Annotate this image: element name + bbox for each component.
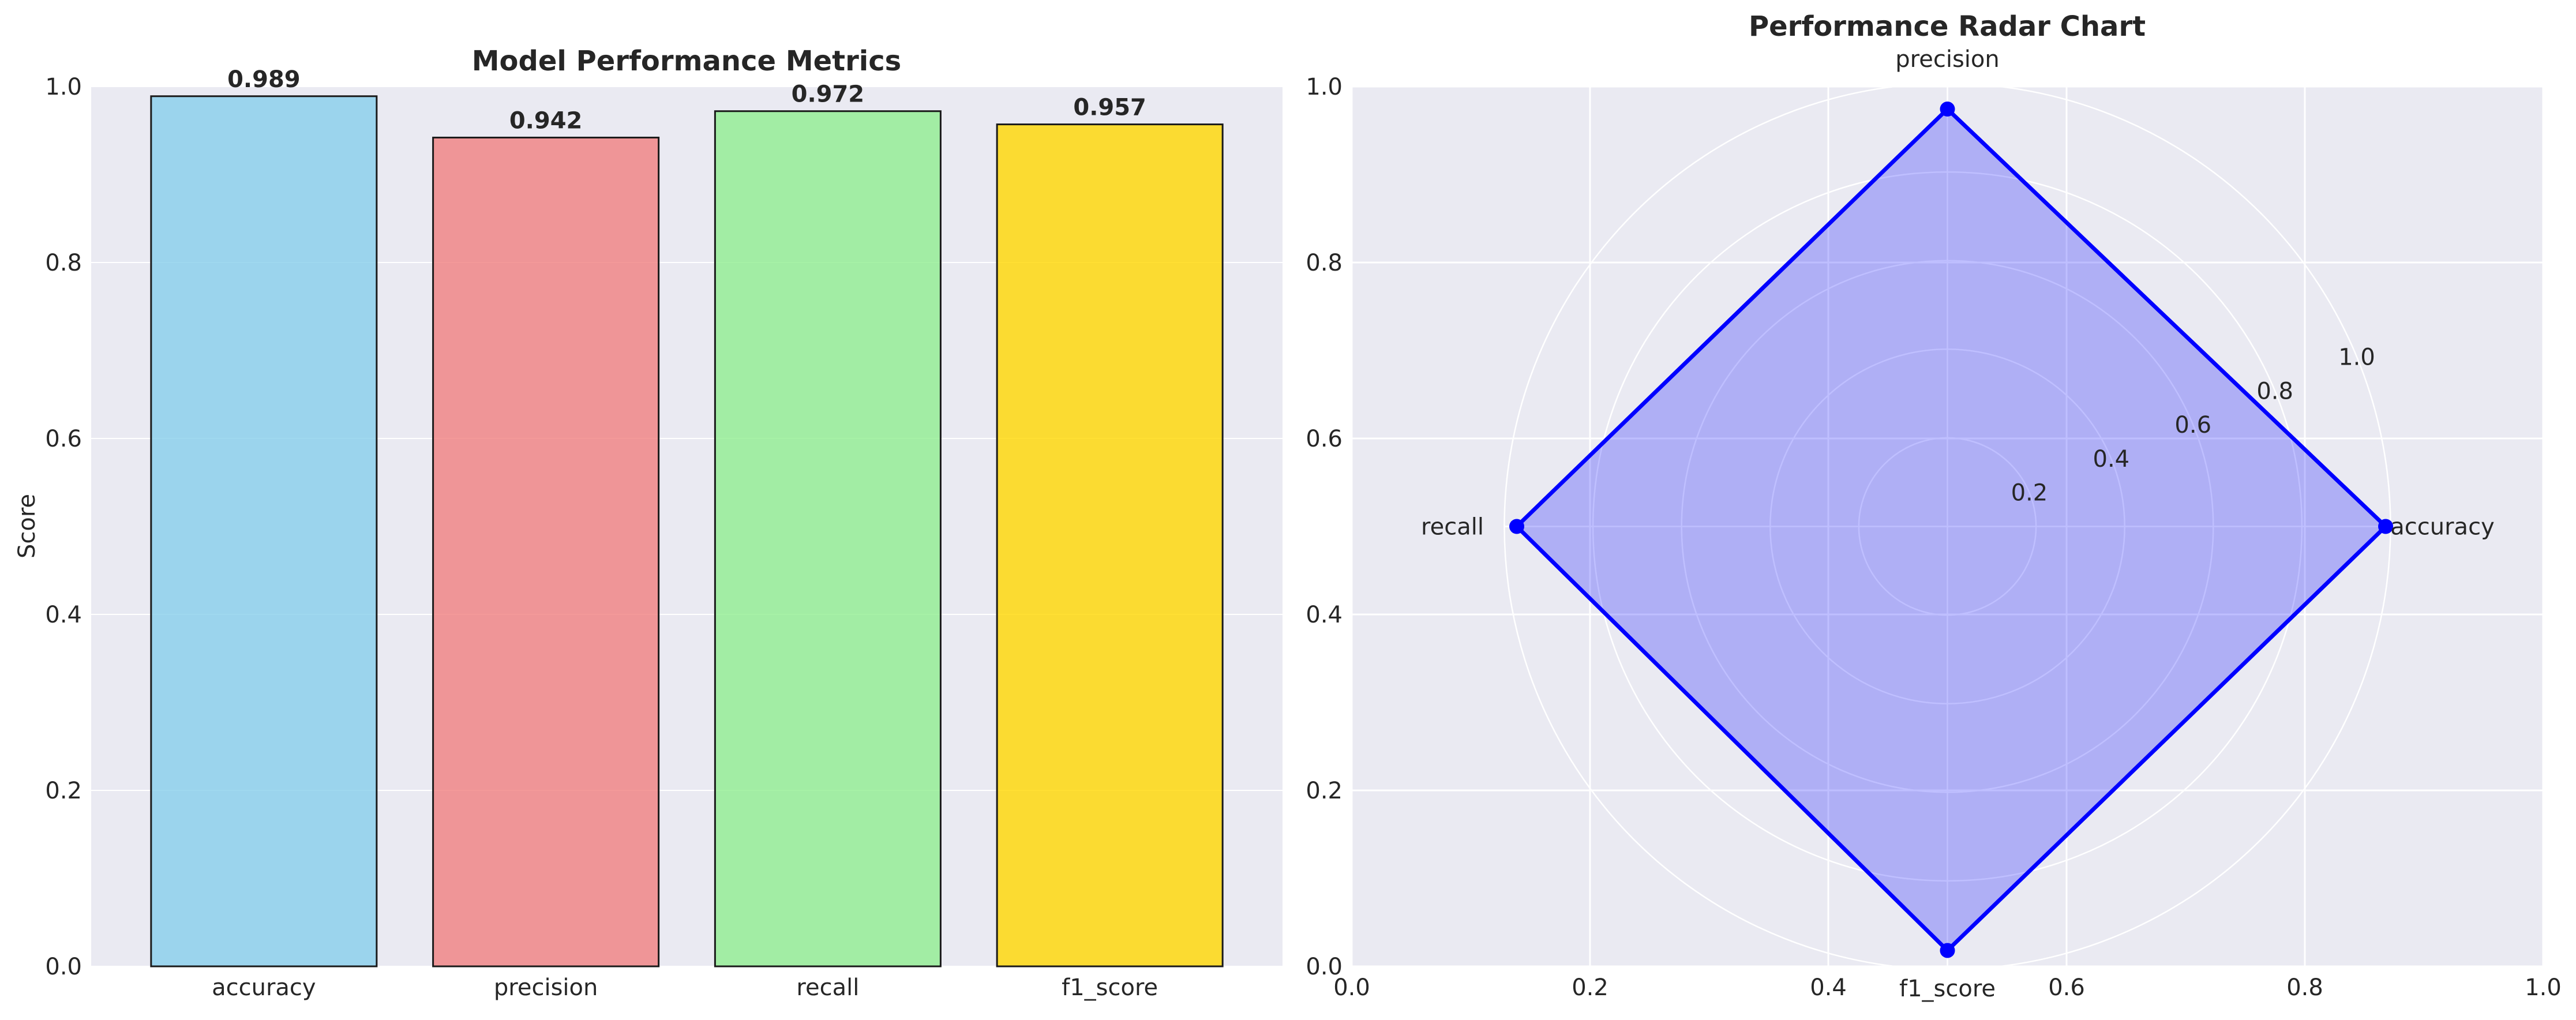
bar-ytick-label: 0.0 [45,954,82,980]
radar-radial-tick-label: 0.8 [2256,378,2293,404]
bar-ytick-label: 1.0 [45,74,82,100]
bar-chart-ylabel: Score [14,494,40,558]
bar-ytick-label: 0.2 [45,778,82,804]
bar [150,95,378,967]
radar-axis-label: f1_score [1899,976,1996,1002]
bar-chart-title: Model Performance Metrics [472,45,901,77]
bar-xtick-label: recall [796,974,859,1001]
bar-ytick-label: 0.8 [45,250,82,276]
radar-ytick-label: 0.8 [1306,250,1343,276]
radar-xtick-label: 0.2 [1572,974,1608,1001]
radar-ytick-label: 0.0 [1306,954,1343,980]
bar [432,136,660,967]
bar-value-label: 0.942 [509,107,583,134]
radar-radial-tick-label: 0.4 [2093,446,2130,472]
radar-polar-grid [1503,82,2391,970]
bar-chart-ticks: 0.0 0.2 0.4 0.6 0.8 1.0 accuracy precision recal… [45,74,1158,1001]
radar-axis-label: accuracy [2390,514,2494,541]
radar-ytick-label: 1.0 [1306,74,1343,100]
radar-xtick-label: 1.0 [2525,974,2562,1001]
radar-xtick-label: 0.8 [2286,974,2323,1001]
radar-point [1940,102,1955,117]
radar-xtick-label: 0.0 [1333,974,1370,1001]
radar-ytick-label: 0.4 [1306,602,1343,628]
bar-ytick-label: 0.4 [45,602,82,628]
radar-axis-label: recall [1421,514,1484,541]
bar-xtick-label: precision [494,974,598,1001]
bar-value-label: 0.972 [792,81,865,108]
radar-radial-tick-label: 0.6 [2174,412,2211,438]
radar-marks [1509,102,2394,958]
bar-xtick-label: f1_score [1062,974,1158,1001]
radar-chart: 0.0 0.2 0.4 0.6 0.8 1.0 0.0 0.2 0.4 0.6 0.8 1.0 0.2 0… [1306,10,2561,1002]
radar-point [1509,519,1525,534]
bar-value-label: 0.989 [227,66,301,93]
radar-chart-title: Performance Radar Chart [1749,10,2146,43]
radar-ytick-label: 0.6 [1306,426,1343,452]
radar-radial-tick-label: 0.2 [2011,480,2048,507]
bar-xtick-label: accuracy [212,974,316,1001]
radar-radial-tick-label: 1.0 [2338,344,2375,371]
radar-ticks: 0.0 0.2 0.4 0.6 0.8 1.0 0.0 0.2 0.4 0.6 0.8 1.0 0.2 0… [1306,46,2561,1002]
bar-chart: 0.989 0.942 0.972 0.957 0.0 0.2 0.4 0.6 0.8 1.0 a… [14,45,1283,1001]
radar-ytick-label: 0.2 [1306,778,1343,804]
bar-value-label: 0.957 [1073,95,1146,121]
bar-chart-bars: 0.989 0.942 0.972 0.957 [150,66,1224,967]
radar-xtick-label: 0.4 [1810,974,1847,1001]
radar-axis-label: precision [1895,46,1999,73]
radar-point [2378,519,2394,534]
bar [996,123,1224,967]
radar-point [1940,943,1955,958]
bar-ytick-label: 0.6 [45,426,82,452]
bar [714,110,942,967]
radar-xtick-label: 0.6 [2048,974,2085,1001]
